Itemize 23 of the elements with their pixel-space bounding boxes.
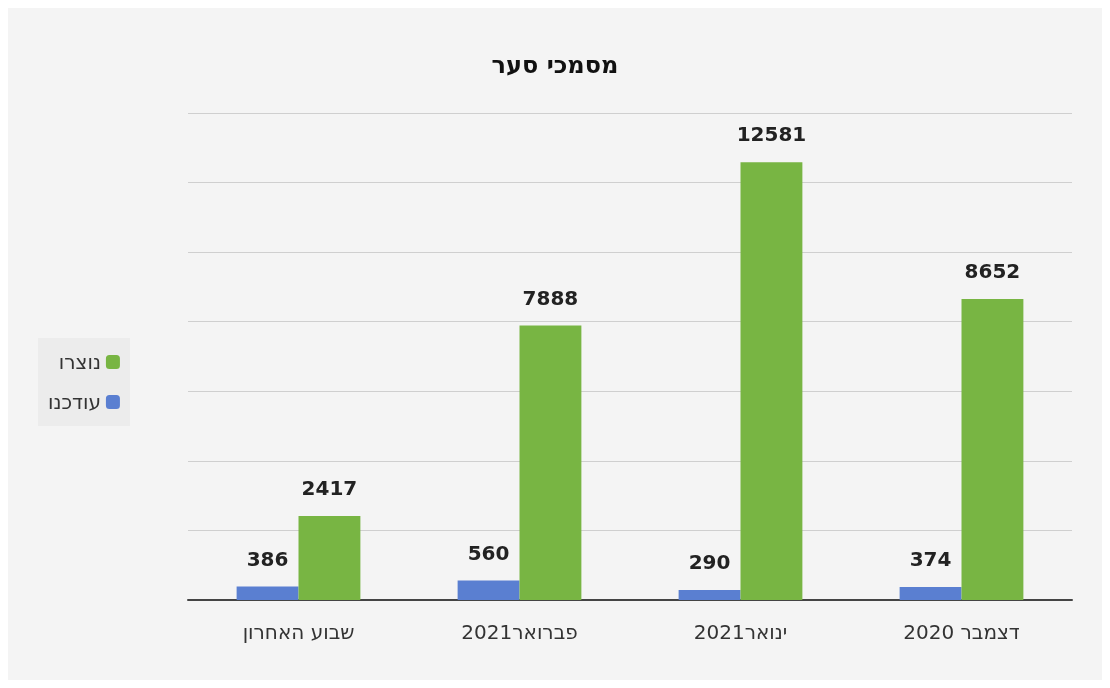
x-tick-label: שבוע האחרון xyxy=(242,620,355,644)
data-label: 560 xyxy=(467,540,510,565)
bar xyxy=(961,299,1024,600)
bar xyxy=(678,589,741,600)
data-label: 374 xyxy=(909,546,952,571)
bar xyxy=(457,580,520,600)
legend-label: עודכנו xyxy=(48,390,101,414)
x-tick-label: ינואר2021 xyxy=(693,620,788,644)
bar xyxy=(899,586,962,600)
data-label: 386 xyxy=(246,546,289,571)
bar xyxy=(298,515,361,600)
chart-title: מסמכי סער xyxy=(491,51,619,79)
x-tick-label: דצמבר 2020 xyxy=(903,620,1020,644)
data-label: 290 xyxy=(688,549,731,574)
data-label: 2417 xyxy=(301,475,358,500)
bar xyxy=(740,162,803,600)
bar xyxy=(236,586,299,600)
data-label: 12581 xyxy=(736,122,807,147)
x-tick-label: פברואר2021 xyxy=(461,620,578,644)
data-label: 8652 xyxy=(964,259,1021,284)
data-label: 7888 xyxy=(522,285,579,310)
bar xyxy=(519,325,582,600)
legend-label: נוצרו xyxy=(58,350,101,374)
